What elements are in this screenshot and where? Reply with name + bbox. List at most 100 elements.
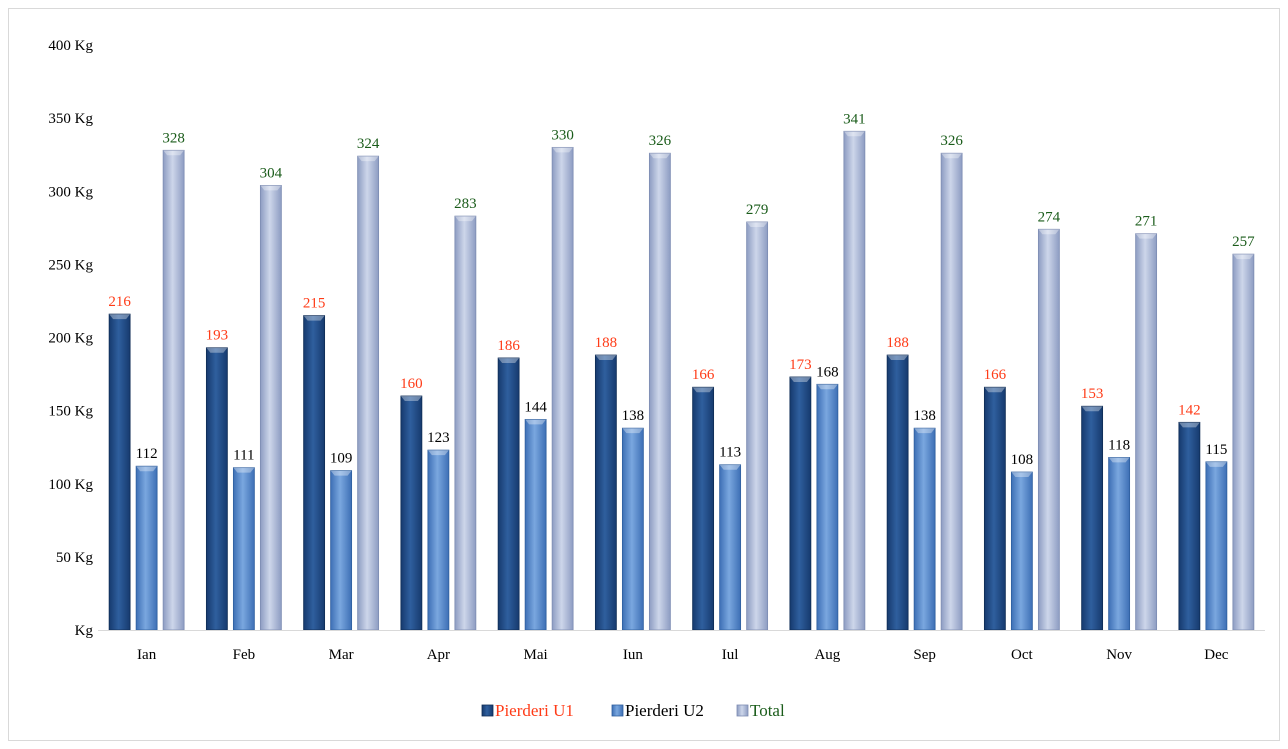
x-tick-label: Apr [427, 647, 450, 663]
data-label: 109 [330, 451, 353, 467]
data-label: 118 [1108, 437, 1130, 453]
data-label: 168 [816, 364, 839, 380]
bar-cap [525, 419, 547, 425]
x-tick-label: Aug [814, 647, 840, 663]
bar-pierderi-u1 [108, 313, 131, 631]
bar-cap [498, 357, 520, 363]
bar-cap [1108, 457, 1130, 463]
bar-pierderi-u2 [524, 418, 547, 631]
bar-cap [400, 396, 422, 401]
bar-total [1232, 253, 1255, 631]
bar-pierderi-u1 [1178, 421, 1201, 631]
data-label: 324 [357, 136, 380, 152]
bar-cap [260, 185, 282, 191]
data-label: 274 [1038, 209, 1061, 225]
bar-cap [1135, 233, 1157, 239]
bar-pierderi-u1 [594, 354, 617, 631]
data-label: 341 [843, 111, 866, 127]
legend: Pierderi U1 Pierderi U2 Total [481, 701, 785, 720]
x-tick-label: Sep [913, 647, 936, 663]
data-label: 160 [400, 376, 423, 392]
data-label: 188 [886, 335, 909, 351]
bar-cap [1205, 461, 1227, 467]
x-tick-label: Mar [329, 647, 354, 663]
bar-pierderi-u2 [1010, 471, 1033, 631]
data-label: 216 [108, 294, 131, 310]
data-label: 166 [984, 367, 1007, 383]
bar-cap [984, 387, 1006, 393]
x-tick-label: Nov [1106, 647, 1132, 663]
bar-cap [692, 387, 714, 393]
bar-cap [109, 314, 131, 320]
bar-cap [1081, 406, 1103, 412]
data-label: 186 [497, 338, 520, 354]
legend-swatch [611, 704, 624, 717]
data-label: 215 [303, 296, 326, 312]
bar-cap [719, 464, 741, 470]
x-tick-label: Iun [623, 647, 643, 663]
bar-total [357, 155, 380, 631]
bar-cap [649, 153, 671, 159]
y-tick-label: 300 Kg [48, 184, 93, 200]
bar-pierderi-u2 [621, 427, 644, 631]
data-label: 193 [206, 328, 229, 344]
bar-cap [843, 131, 865, 137]
bar-total [1037, 228, 1060, 631]
bar-cap [552, 147, 574, 153]
y-axis: Kg 50 Kg 100 Kg 150 Kg 200 Kg 250 Kg 300 Kg 350… [48, 38, 93, 639]
bar-total [454, 215, 477, 631]
bar-cap [330, 470, 352, 476]
bar-pierderi-u2 [1205, 461, 1228, 631]
bar-total [843, 130, 866, 631]
bar-pierderi-u1 [886, 354, 909, 631]
bar-cap [622, 428, 644, 434]
data-label: 108 [1011, 452, 1034, 468]
bar-cap [233, 467, 255, 473]
data-label: 330 [551, 127, 574, 143]
x-tick-label: Mai [524, 647, 548, 663]
bar-pierderi-u2 [719, 464, 742, 631]
bar-pierderi-u2 [816, 383, 839, 631]
data-label: 142 [1178, 402, 1201, 418]
bar-cap [595, 355, 617, 361]
y-tick-label: 250 Kg [48, 257, 93, 273]
bar-cap [1038, 229, 1060, 235]
data-label: 113 [719, 445, 741, 461]
y-tick-label: 400 Kg [48, 38, 93, 54]
y-tick-label: 200 Kg [48, 331, 93, 347]
bar-pierderi-u1 [303, 315, 326, 631]
bar-pierderi-u2 [135, 465, 158, 631]
bar-pierderi-u1 [400, 395, 423, 631]
bar-pierderi-u1 [205, 347, 228, 631]
bar-cap [357, 156, 379, 162]
bar-total [162, 149, 185, 631]
bar-cap [887, 355, 909, 361]
bar-pierderi-u1 [692, 386, 715, 631]
bar-total [1135, 233, 1158, 631]
bar-cap [941, 153, 963, 159]
legend-label: Pierderi U1 [495, 701, 574, 720]
bar-cap [1011, 472, 1033, 478]
bar-total [746, 221, 769, 631]
data-label: 326 [940, 133, 963, 149]
y-tick-label: 100 Kg [48, 477, 93, 493]
legend-label: Total [750, 701, 785, 720]
data-labels: 216 112 328 193 111 304 215 109 324 160 123 283 186 1… [108, 111, 1255, 468]
data-label: 326 [649, 133, 672, 149]
x-tick-label: Dec [1204, 647, 1228, 663]
bar-cap [1232, 254, 1254, 260]
data-label: 112 [136, 446, 158, 462]
data-label: 123 [427, 430, 450, 446]
bar-total [940, 152, 963, 631]
data-label: 257 [1232, 234, 1255, 250]
bar-cap [454, 216, 476, 222]
bar-pierderi-u1 [983, 386, 1006, 631]
bar-pierderi-u2 [913, 427, 936, 631]
bar-total [551, 146, 574, 631]
bar-cap [789, 376, 811, 382]
data-label: 188 [595, 335, 618, 351]
x-tick-label: Iul [722, 647, 739, 663]
bar-cap [136, 466, 158, 472]
bar-pierderi-u1 [789, 376, 812, 631]
x-tick-label: Oct [1011, 647, 1033, 663]
